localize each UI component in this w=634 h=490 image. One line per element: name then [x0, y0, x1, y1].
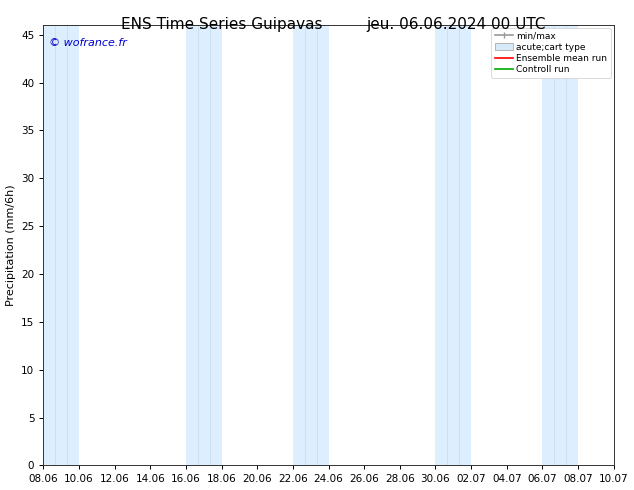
Legend: min/max, acute;cart type, Ensemble mean run, Controll run: min/max, acute;cart type, Ensemble mean … — [491, 28, 611, 78]
Text: jeu. 06.06.2024 00 UTC: jeu. 06.06.2024 00 UTC — [366, 17, 547, 32]
Text: ENS Time Series Guipavas: ENS Time Series Guipavas — [121, 17, 323, 32]
Y-axis label: Precipitation (mm/6h): Precipitation (mm/6h) — [6, 184, 16, 306]
Bar — [43, 25, 79, 465]
Bar — [293, 25, 328, 465]
Bar — [542, 25, 578, 465]
Bar — [436, 25, 471, 465]
Text: © wofrance.fr: © wofrance.fr — [49, 38, 127, 49]
Bar — [186, 25, 222, 465]
